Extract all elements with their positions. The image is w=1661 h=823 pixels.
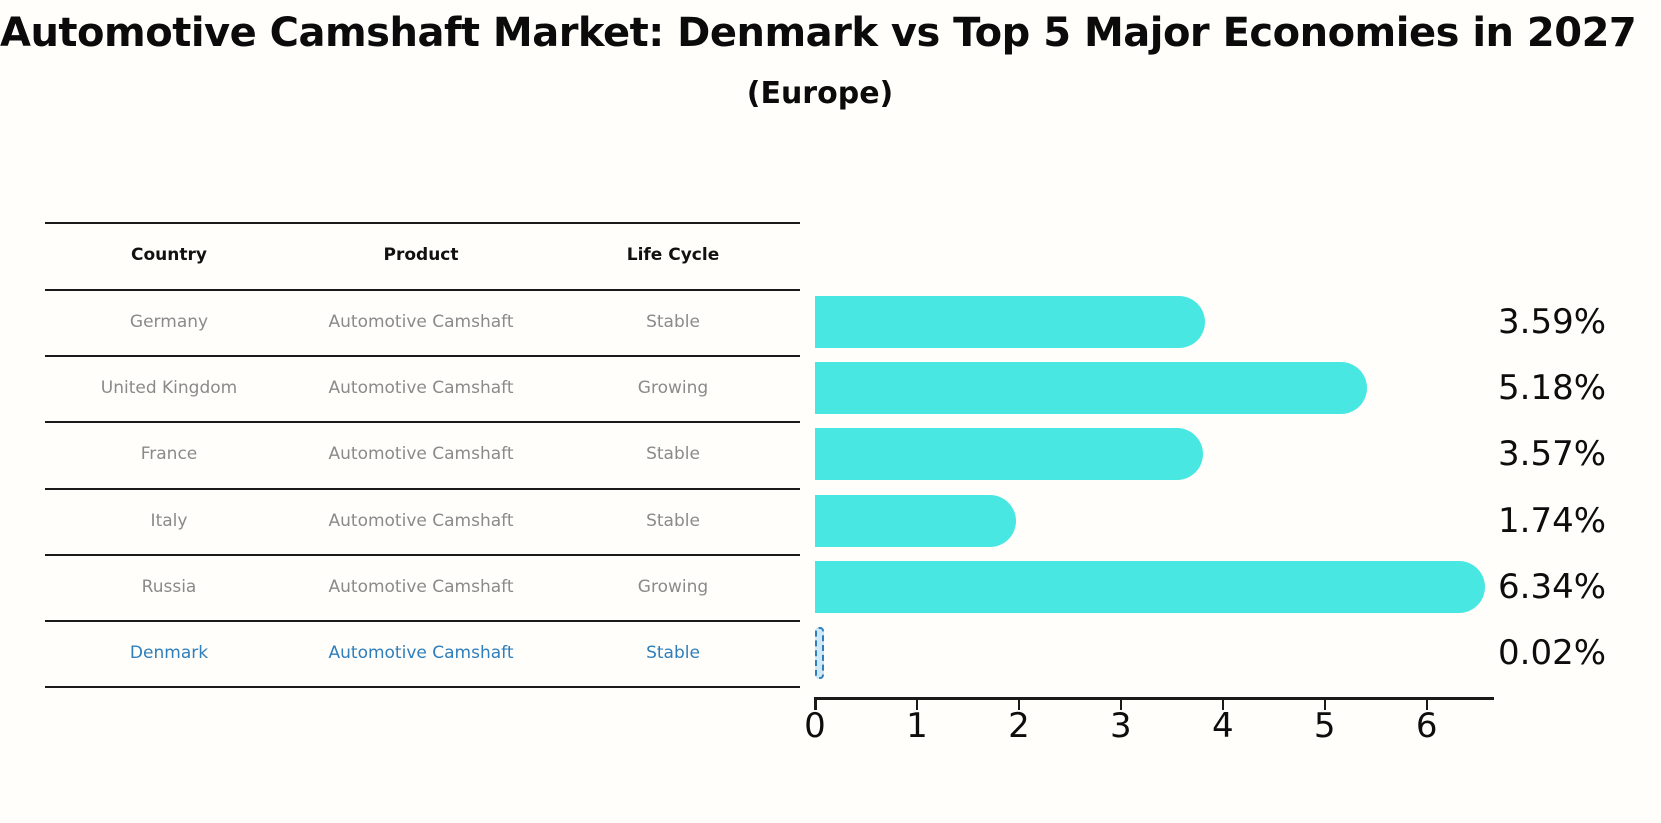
chart-subtitle: (Europe) bbox=[746, 76, 894, 111]
x-tick-label-6: 6 bbox=[1415, 706, 1438, 746]
table-cell-product-united-kingdom: Automotive Camshaft bbox=[328, 378, 514, 399]
x-tick-label-1: 1 bbox=[906, 706, 928, 746]
table-cell-life-cycle-germany: Stable bbox=[646, 312, 700, 332]
table-cell-life-cycle-france: Stable bbox=[646, 444, 700, 465]
x-tick-mark-0 bbox=[814, 697, 817, 710]
bar-germany bbox=[815, 296, 1205, 348]
x-tick-label-3: 3 bbox=[1110, 706, 1132, 746]
table-cell-country-denmark: Denmark bbox=[129, 643, 209, 663]
table-cell-country-italy: Italy bbox=[150, 510, 188, 531]
table-header-product: Product bbox=[383, 245, 459, 265]
table-cell-life-cycle-denmark: Stable bbox=[646, 643, 700, 663]
table-cell-product-germany: Automotive Camshaft bbox=[328, 312, 514, 332]
table-row-separator bbox=[45, 487, 800, 490]
value-label-italy: 1.74% bbox=[1498, 500, 1607, 541]
chart-title: Automotive Camshaft Market: Denmark vs T… bbox=[0, 10, 1637, 56]
x-tick-mark-5 bbox=[1323, 697, 1327, 710]
x-tick-mark-3 bbox=[1119, 697, 1123, 710]
x-tick-label-0: 0 bbox=[804, 706, 826, 746]
x-tick-label-5: 5 bbox=[1313, 706, 1336, 746]
table-cell-country-russia: Russia bbox=[141, 576, 197, 597]
x-tick-mark-4 bbox=[1221, 697, 1225, 710]
table-cell-country-germany: Germany bbox=[129, 312, 209, 332]
value-label-united-kingdom: 5.18% bbox=[1498, 368, 1607, 409]
table-cell-country-united-kingdom: United Kingdom bbox=[100, 378, 238, 399]
table-header-country: Country bbox=[131, 245, 207, 265]
table-cell-life-cycle-russia: Growing bbox=[637, 576, 709, 597]
table-cell-life-cycle-united-kingdom: Growing bbox=[637, 378, 709, 399]
table-row-separator bbox=[45, 553, 800, 556]
bar-united-kingdom bbox=[815, 362, 1368, 415]
table-cell-product-russia: Automotive Camshaft bbox=[328, 576, 514, 597]
bar-italy bbox=[815, 494, 1017, 547]
bar-france bbox=[815, 428, 1203, 481]
value-label-germany: 3.59% bbox=[1498, 302, 1607, 342]
table-cell-country-france: France bbox=[140, 444, 198, 465]
table-row-separator bbox=[45, 620, 800, 622]
table-cell-product-denmark: Automotive Camshaft bbox=[328, 643, 514, 663]
value-label-france: 3.57% bbox=[1498, 434, 1607, 475]
x-tick-mark-6 bbox=[1425, 697, 1429, 710]
value-label-russia: 6.34% bbox=[1498, 566, 1607, 607]
x-tick-label-4: 4 bbox=[1211, 706, 1234, 746]
table-top-line bbox=[45, 222, 800, 224]
table-bottom-line bbox=[45, 686, 800, 688]
x-tick-mark-2 bbox=[1017, 697, 1021, 710]
x-tick-mark-1 bbox=[915, 697, 919, 710]
table-cell-product-france: Automotive Camshaft bbox=[328, 444, 514, 465]
x-tick-label-2: 2 bbox=[1008, 706, 1030, 746]
table-cell-product-italy: Automotive Camshaft bbox=[328, 510, 514, 531]
table-row-separator bbox=[45, 355, 800, 358]
bar-denmark bbox=[815, 627, 824, 679]
x-axis-line bbox=[815, 697, 1494, 700]
table-cell-life-cycle-italy: Stable bbox=[646, 510, 700, 531]
value-label-denmark: 0.02% bbox=[1498, 633, 1607, 673]
table-header-life-cycle: Life Cycle bbox=[626, 245, 720, 265]
bar-russia bbox=[815, 560, 1486, 613]
table-header-line bbox=[45, 289, 800, 291]
table-row-separator bbox=[45, 421, 800, 424]
